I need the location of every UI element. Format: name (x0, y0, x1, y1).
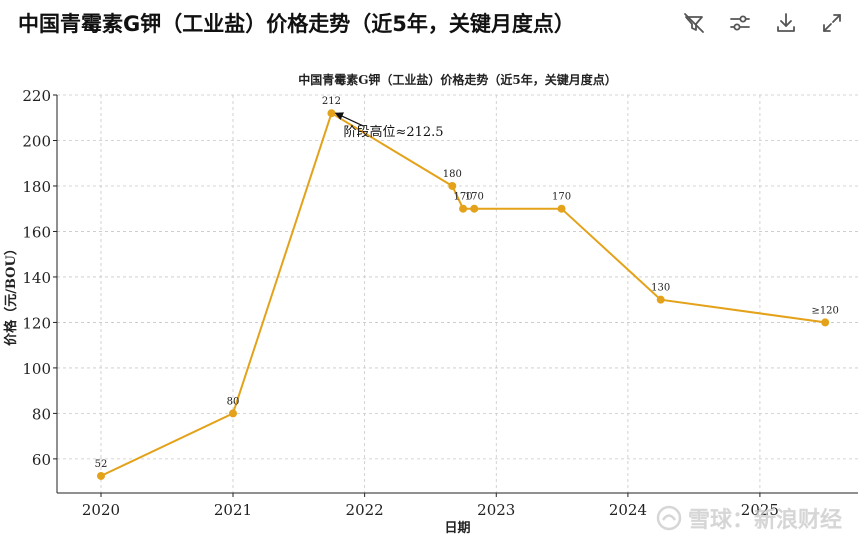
x-tick-label: 2020 (82, 501, 120, 519)
data-point (228, 409, 237, 418)
y-tick-label: 120 (22, 314, 51, 332)
chart-title: 中国青霉素G钾（工业盐）价格走势（近5年，关键月度点） (298, 72, 617, 87)
y-tick-label: 100 (22, 360, 51, 378)
filter-off-icon (684, 13, 704, 33)
y-tick-label: 80 (32, 405, 51, 423)
filter-off-button[interactable] (678, 8, 710, 38)
watermark: 雪球：新浪财经 (656, 502, 842, 534)
adjust-button[interactable] (724, 8, 756, 38)
expand-button[interactable] (816, 8, 848, 38)
data-point (470, 204, 479, 213)
data-point (96, 471, 105, 480)
y-axis-label: 价格（元/BOU） (3, 242, 19, 346)
x-axis-label: 日期 (444, 521, 470, 536)
data-label: 170 (454, 192, 473, 203)
data-label: 170 (552, 192, 571, 203)
expand-icon (823, 14, 841, 32)
data-label: 52 (95, 459, 108, 470)
annotation-arrow (334, 112, 364, 127)
data-label: 212 (322, 96, 341, 107)
series-line (100, 111, 826, 477)
data-point (448, 181, 457, 190)
y-tick-label: 160 (22, 223, 51, 241)
data-point (656, 295, 665, 304)
y-tick-label: 220 (22, 87, 51, 105)
x-tick-label: 2022 (346, 501, 384, 519)
y-tick-label: 60 (32, 451, 51, 469)
y-tick-label: 140 (22, 269, 51, 287)
page-title: 中国青霉素G钾（工业盐）价格走势（近5年，关键月度点） (18, 12, 575, 36)
annotation-label: 阶段高位≈212.5 (343, 124, 443, 140)
download-button[interactable] (770, 8, 802, 38)
y-tick-label: 200 (22, 132, 51, 150)
data-point (821, 318, 830, 327)
watermark-text: 雪球：新浪财经 (687, 508, 842, 533)
data-point (459, 204, 468, 213)
x-tick-label: 2025 (741, 501, 779, 519)
data-point (557, 204, 566, 213)
sliders-icon (730, 15, 750, 31)
data-label: 130 (651, 283, 670, 294)
x-tick-label: 2021 (214, 501, 252, 519)
y-tick-label: 180 (22, 178, 51, 196)
x-tick-label: 2023 (477, 501, 515, 519)
toolbar (678, 8, 848, 38)
download-icon (777, 13, 795, 32)
data-label: ≥120 (811, 305, 838, 316)
data-label: 180 (443, 169, 462, 180)
data-label: 170 (465, 192, 484, 203)
xueqiu-logo-icon (656, 505, 682, 531)
x-tick-label: 2024 (609, 501, 647, 519)
data-point (327, 109, 336, 118)
data-label: 80 (227, 396, 240, 407)
price-chart: 中国青霉素G钾（工业盐）价格走势（近5年，关键月度点） 60 80 100 120 140… (3, 72, 858, 536)
